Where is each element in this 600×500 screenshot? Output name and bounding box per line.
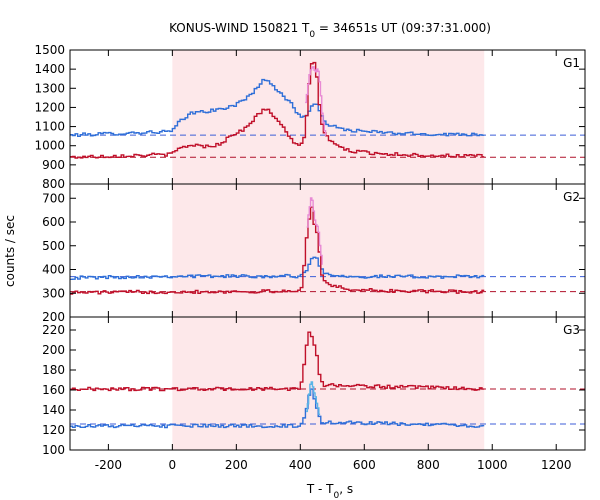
y-tick-label: 1500 [34, 43, 65, 57]
panel-g2: 200 300 400 500 600 700 G2 [42, 183, 586, 324]
series-red-step-line [70, 206, 485, 295]
chart-title: KONUS-WIND 150821 T0 = 34651s UT (09:37:… [169, 21, 491, 40]
series-blue-step-line [70, 256, 485, 281]
burst-interval-shading [172, 184, 485, 317]
panel-g3: 100 120 140 160 180 200 220 -200 0 200 400 600 800 10… [42, 316, 586, 472]
series-blue-step-line [70, 388, 485, 429]
series-pink-step-line [306, 197, 323, 265]
x-tick-label: 1200 [541, 458, 572, 472]
y-tick-label: 400 [42, 263, 65, 277]
y-tick-label: 180 [42, 363, 65, 377]
series-red-step-line [70, 331, 485, 392]
series-cyan-step-line [306, 381, 321, 416]
x-tick-label: 400 [289, 458, 312, 472]
y-axis-label: counts / sec [3, 215, 17, 287]
panel-label-g1: G1 [563, 56, 580, 70]
burst-interval-shading [172, 50, 485, 184]
x-axis-label: T - T0, s [306, 482, 353, 500]
panel-g1: 800 900 1000 1100 1200 1300 1400 1500 G1 [34, 43, 586, 191]
y-tick-label: 800 [42, 177, 65, 191]
x-tick-label: -200 [95, 458, 122, 472]
y-tick-label: 500 [42, 239, 65, 253]
y-tick-label: 600 [42, 215, 65, 229]
series-pink-step-line [305, 66, 327, 137]
panel-label-g3: G3 [563, 323, 580, 337]
y-tick-label: 120 [42, 423, 65, 437]
y-tick-label: 140 [42, 403, 65, 417]
y-tick-label: 1300 [34, 81, 65, 95]
y-tick-label: 700 [42, 191, 65, 205]
panel-label-g2: G2 [563, 190, 580, 204]
series-blue-step-line [70, 78, 485, 137]
y-tick-label: 1000 [34, 139, 65, 153]
y-tick-label: 200 [42, 343, 65, 357]
x-tick-label: 800 [417, 458, 440, 472]
x-tick-label: 600 [353, 458, 376, 472]
y-tick-label: 220 [42, 323, 65, 337]
x-tick-label: 200 [225, 458, 248, 472]
y-tick-label: 100 [42, 443, 65, 457]
y-tick-label: 1200 [34, 100, 65, 114]
y-tick-label: 900 [42, 158, 65, 172]
y-tick-label: 200 [42, 310, 65, 324]
y-tick-label: 160 [42, 383, 65, 397]
x-tick-label: 0 [169, 458, 177, 472]
y-tick-label: 300 [42, 286, 65, 300]
y-tick-label: 1100 [34, 120, 65, 134]
burst-interval-shading [172, 317, 485, 450]
y-tick-label: 1400 [34, 62, 65, 76]
series-red-step-line [70, 61, 485, 159]
x-tick-label: 1000 [477, 458, 508, 472]
panel-frame [69, 316, 586, 451]
